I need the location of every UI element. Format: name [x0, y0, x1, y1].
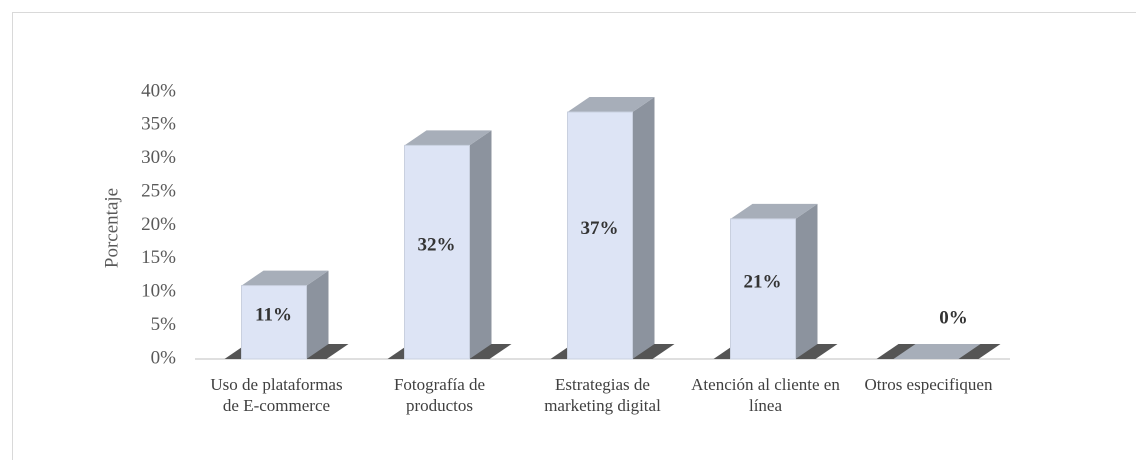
value-label: 11%: [255, 305, 292, 326]
bar-side: [632, 97, 655, 360]
bar: [241, 285, 307, 360]
y-tick-label: 5%: [151, 314, 177, 335]
value-label: 37%: [581, 218, 619, 239]
bar-side: [795, 203, 818, 359]
y-tick-label: 20%: [141, 214, 176, 235]
bar-top: [730, 203, 818, 219]
y-tick-label: 30%: [141, 147, 176, 168]
value-label: 0%: [939, 307, 968, 328]
frame: [12, 12, 1136, 460]
bar-top: [567, 97, 655, 113]
x-tick-label: Uso de plataformas de E-commerce: [210, 375, 343, 415]
x-tick-label: Atención al cliente en línea: [691, 375, 840, 415]
bar-side: [469, 130, 492, 359]
y-tick-label: 35%: [141, 114, 176, 135]
y-tick-label: 15%: [141, 247, 176, 268]
bar-top: [404, 130, 492, 146]
value-label: 21%: [744, 271, 782, 292]
bar-top: [893, 344, 981, 359]
y-tick-label: 25%: [141, 180, 176, 201]
bar: [404, 144, 470, 360]
x-tick-label: Otros especifiquen: [864, 375, 993, 394]
bar-side: [306, 270, 329, 359]
bar-top: [241, 270, 329, 286]
y-tick-label: 0%: [151, 347, 177, 368]
y-tick-label: 40%: [141, 80, 176, 101]
x-tick-label: Fotografía de productos: [393, 375, 486, 415]
x-tick-label: Estrategias de marketing digital: [544, 375, 661, 415]
bar: [730, 218, 796, 360]
y-tick-label: 10%: [141, 281, 176, 302]
value-label: 32%: [418, 235, 456, 256]
y-axis-title: Porcentaje: [101, 188, 122, 268]
bar: [567, 111, 633, 360]
